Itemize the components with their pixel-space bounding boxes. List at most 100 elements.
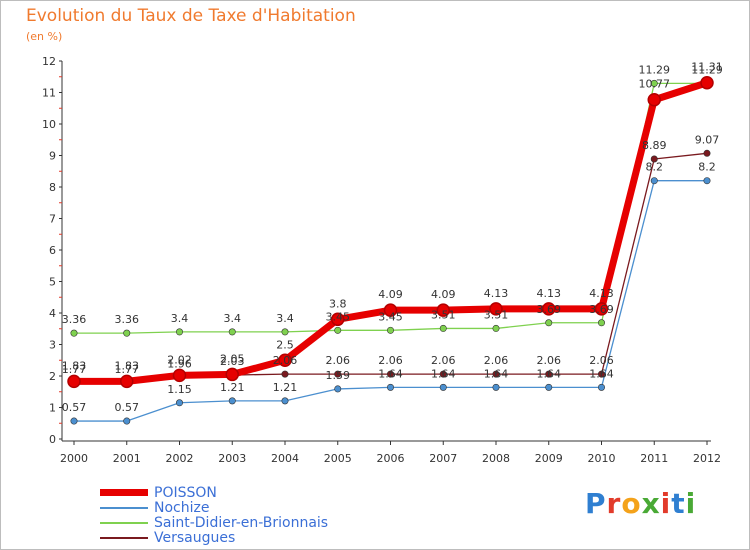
data-label: 2.06 xyxy=(484,354,509,367)
data-point xyxy=(331,312,345,327)
data-point xyxy=(281,328,289,336)
x-tick-label: 2003 xyxy=(218,452,246,465)
data-label: 3.45 xyxy=(326,310,351,323)
data-label: 2.03 xyxy=(220,355,245,368)
data-label: 2.06 xyxy=(589,354,614,367)
data-point xyxy=(700,75,714,90)
data-label: 3.69 xyxy=(537,303,562,316)
x-tick-label: 2005 xyxy=(324,452,352,465)
y-tick-label: 2 xyxy=(49,370,56,383)
x-tick-label: 2004 xyxy=(271,452,299,465)
data-label: 3.4 xyxy=(171,312,189,325)
data-label: 1.15 xyxy=(167,383,192,396)
x-tick-label: 2008 xyxy=(482,452,510,465)
data-point xyxy=(70,329,78,337)
legend-swatch-nochize xyxy=(100,507,148,509)
data-label: 3.4 xyxy=(276,312,294,325)
data-label: 2.05 xyxy=(220,352,245,365)
data-point xyxy=(334,385,342,393)
data-label: 3.36 xyxy=(62,313,87,326)
y-tick-label: 0 xyxy=(49,433,56,446)
data-point xyxy=(647,92,661,107)
x-tick-label: 2006 xyxy=(377,452,405,465)
data-point xyxy=(120,374,134,389)
data-point xyxy=(383,303,398,317)
data-point xyxy=(386,383,394,391)
data-label: 11.29 xyxy=(639,63,671,76)
data-point xyxy=(492,324,500,332)
x-tick-label: 2002 xyxy=(166,452,194,465)
data-label: 11.31 xyxy=(691,61,723,74)
data-point xyxy=(703,149,711,157)
data-label: 1.83 xyxy=(115,359,140,372)
x-tick-label: 2011 xyxy=(640,452,668,465)
data-label: 1.59 xyxy=(326,369,351,382)
data-label: 1.64 xyxy=(537,367,562,380)
data-point xyxy=(334,326,342,334)
data-label: 4.13 xyxy=(537,287,562,300)
logo-letter: t xyxy=(671,487,686,520)
data-point xyxy=(650,177,658,185)
data-point xyxy=(597,319,605,327)
chart-title: Evolution du Taux de Taxe d'Habitation xyxy=(26,6,356,26)
data-point xyxy=(334,370,342,378)
data-point xyxy=(176,328,184,336)
data-point xyxy=(123,417,131,425)
data-point xyxy=(492,370,500,378)
logo-letter: i xyxy=(685,487,697,520)
data-label: 0.57 xyxy=(62,401,87,414)
data-point xyxy=(650,155,658,163)
y-tick-label: 4 xyxy=(49,307,56,320)
data-label: 9.07 xyxy=(695,133,720,146)
data-point xyxy=(176,399,184,407)
data-label: 2.06 xyxy=(273,354,298,367)
data-label: 1.77 xyxy=(62,363,87,376)
data-point xyxy=(597,370,605,378)
chart-subtitle: (en %) xyxy=(26,30,63,43)
data-label: 1.64 xyxy=(431,367,456,380)
data-label: 2.06 xyxy=(431,354,456,367)
data-point xyxy=(225,367,239,382)
data-label: 1.64 xyxy=(484,367,509,380)
data-label: 3.45 xyxy=(378,310,403,323)
data-label: 1.64 xyxy=(378,367,403,380)
y-tick-label: 5 xyxy=(49,276,56,289)
data-point xyxy=(228,397,236,405)
data-label: 1.21 xyxy=(273,381,298,394)
data-point xyxy=(281,397,289,405)
data-label: 1.96 xyxy=(167,357,192,370)
data-point xyxy=(439,383,447,391)
data-label: 3.51 xyxy=(484,308,509,321)
data-label: 8.89 xyxy=(642,139,667,152)
y-tick-label: 11 xyxy=(42,87,56,100)
y-tick-label: 9 xyxy=(49,150,56,163)
data-label: 8.2 xyxy=(698,161,716,174)
legend-label-versaugues: Versaugues xyxy=(154,530,236,546)
data-label: 0.57 xyxy=(115,401,140,414)
data-point xyxy=(545,383,553,391)
data-label: 8.2 xyxy=(646,161,664,174)
y-tick-label: 8 xyxy=(49,181,56,194)
legend-swatch-poisson xyxy=(100,489,148,496)
logo-letter: i xyxy=(660,487,672,520)
legend-label-saint-didier: Saint-Didier-en-Brionnais xyxy=(154,515,329,531)
data-label: 3.51 xyxy=(431,308,456,321)
data-point xyxy=(489,302,503,316)
data-point xyxy=(594,302,609,316)
data-label: 3.69 xyxy=(589,303,614,316)
data-point xyxy=(492,383,500,391)
x-tick-label: 2012 xyxy=(693,452,721,465)
data-point xyxy=(123,329,131,337)
logo-letter: P xyxy=(585,487,607,520)
data-label: 2.06 xyxy=(326,354,351,367)
logo-letter: o xyxy=(621,487,642,520)
legend-label-poisson: POISSON xyxy=(154,485,217,501)
data-label: 10.77 xyxy=(639,78,671,91)
data-label: 1.64 xyxy=(589,367,614,380)
y-tick-label: 6 xyxy=(49,244,56,257)
data-point xyxy=(439,370,447,378)
y-tick-label: 3 xyxy=(49,339,56,352)
data-label: 3.4 xyxy=(224,312,242,325)
